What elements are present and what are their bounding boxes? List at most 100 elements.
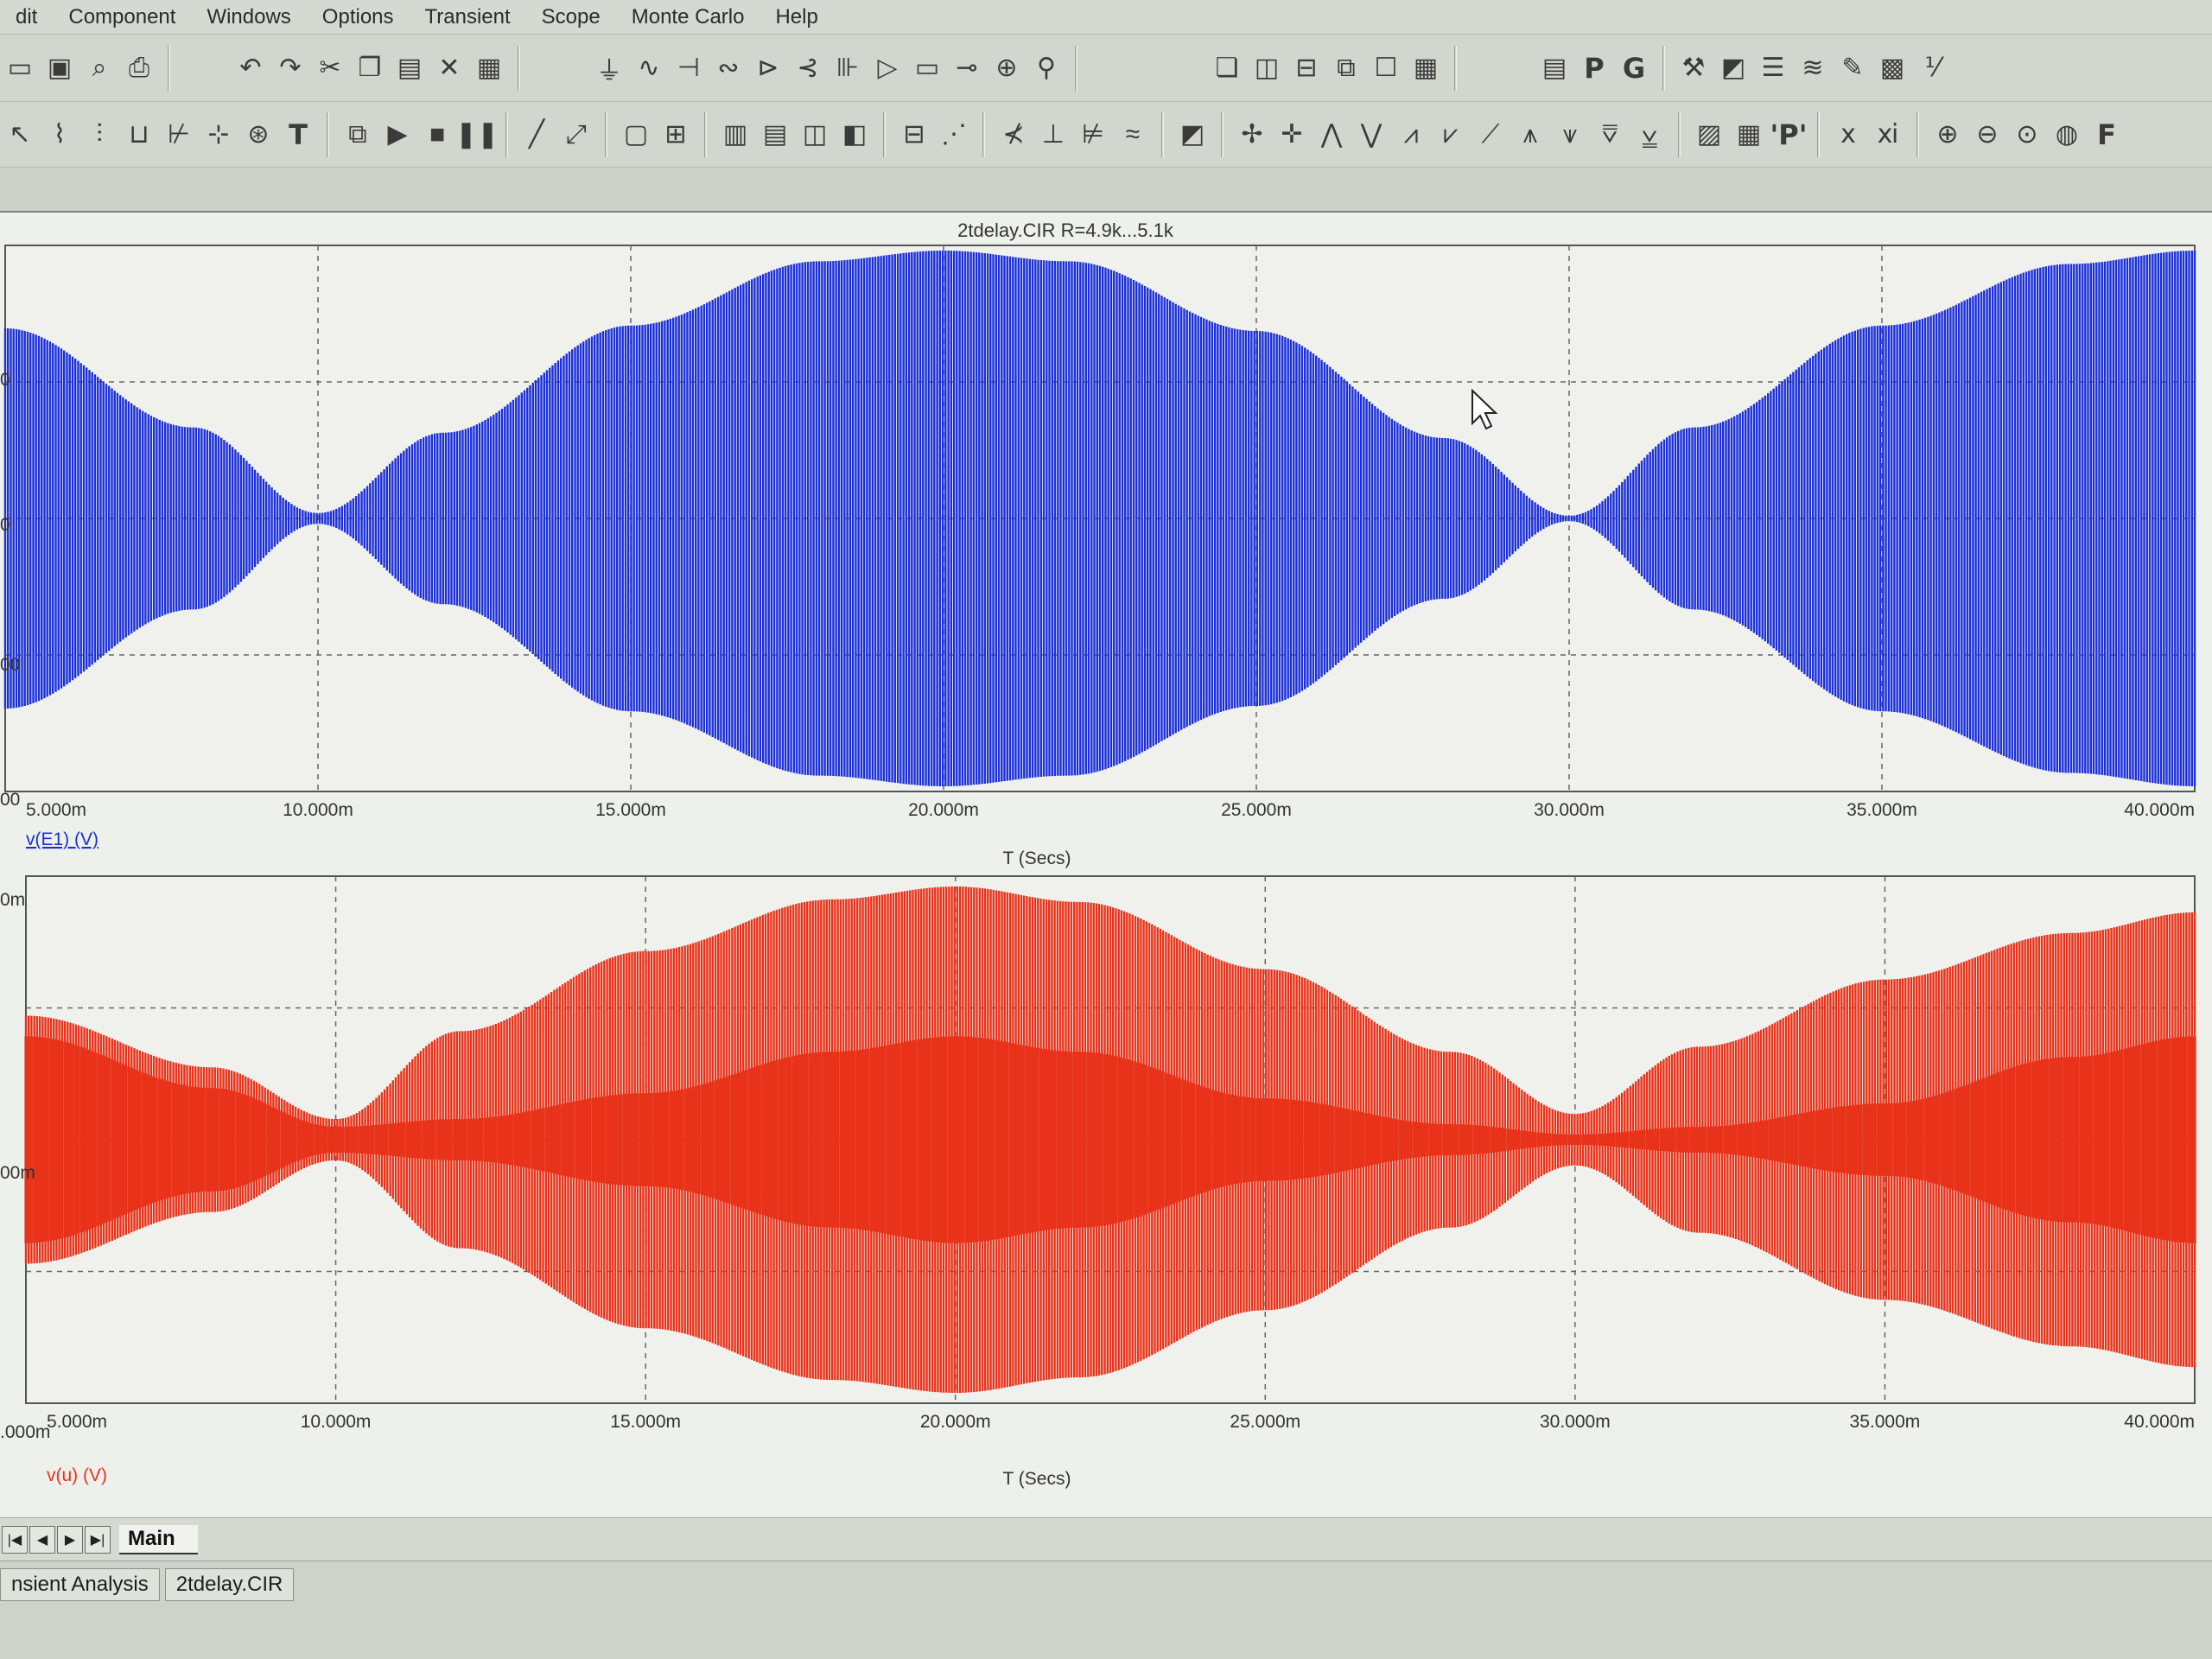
- opamp-icon[interactable]: ▷: [877, 54, 898, 82]
- menu-component[interactable]: Component: [68, 4, 176, 29]
- zoom-in-icon[interactable]: ⊕: [1936, 120, 1959, 149]
- down-arrow-icon[interactable]: ⩛: [1562, 119, 1578, 149]
- diagonal-line-icon[interactable]: ⤢: [566, 119, 587, 149]
- properties-icon[interactable]: ⧉: [348, 119, 367, 149]
- run-icon[interactable]: ▶: [387, 120, 408, 149]
- cascade-windows-icon[interactable]: ❏: [1215, 54, 1239, 82]
- menu-transient[interactable]: Transient: [424, 4, 511, 29]
- low-icon[interactable]: ≈: [1125, 119, 1141, 149]
- menu-monte-carlo[interactable]: Monte Carlo: [631, 4, 745, 29]
- probe-icon[interactable]: ⚲: [1037, 54, 1056, 82]
- window-icon[interactable]: ⧉: [1337, 53, 1356, 82]
- print-icon[interactable]: ⎙: [129, 53, 149, 82]
- high-icon[interactable]: ⊭: [1081, 120, 1105, 149]
- prev-sheet-button[interactable]: ◀: [29, 1525, 55, 1554]
- save-icon[interactable]: ▣: [47, 54, 73, 82]
- ground-icon[interactable]: ⏚: [596, 56, 622, 86]
- cursor-left-icon[interactable]: ✢: [1241, 120, 1263, 149]
- menu-help[interactable]: Help: [775, 4, 818, 29]
- valley-icon[interactable]: ⊥: [1041, 120, 1065, 149]
- select-arrow-icon[interactable]: ↖: [9, 120, 31, 149]
- inductor-icon[interactable]: ∾: [717, 54, 740, 82]
- tree-icon[interactable]: ⊹: [207, 120, 230, 149]
- node-icon[interactable]: ⊕: [995, 54, 1018, 82]
- copy-icon[interactable]: ❐: [358, 54, 382, 82]
- stop-icon[interactable]: ■: [429, 119, 446, 149]
- next-inflection-icon[interactable]: ⟋: [1481, 119, 1500, 149]
- paste-icon[interactable]: ▤: [397, 54, 423, 82]
- cursor-right-icon[interactable]: ✛: [1281, 120, 1303, 149]
- transistor-icon[interactable]: ⊰: [797, 54, 819, 82]
- inflection-icon[interactable]: ◩: [1179, 120, 1205, 149]
- menu-scope[interactable]: Scope: [541, 4, 601, 29]
- sensor-icon[interactable]: ▨: [1696, 120, 1722, 149]
- y-axis-label[interactable]: v(u) (V): [47, 1465, 107, 1485]
- curve-icon[interactable]: ⌇: [53, 120, 67, 149]
- tab-circuit-file[interactable]: 2tdelay.CIR: [164, 1568, 295, 1601]
- hist-icon[interactable]: ⫶: [96, 119, 103, 149]
- tile-horizontal-icon[interactable]: ⊟: [1295, 54, 1318, 82]
- step-icon[interactable]: ⊔: [129, 120, 149, 149]
- wire-icon[interactable]: ⊸: [956, 54, 978, 82]
- y-cursor-icon[interactable]: ⅺ: [1877, 120, 1899, 149]
- component-icon[interactable]: ▭: [914, 54, 940, 82]
- resistor-icon[interactable]: ∿: [638, 54, 660, 82]
- tree-icon[interactable]: ⊛: [247, 120, 270, 149]
- edit-tool-icon[interactable]: ⚒: [1681, 54, 1706, 82]
- axis-icon[interactable]: ⊟: [903, 120, 925, 149]
- minor-grid-icon[interactable]: ▤: [762, 120, 788, 149]
- window-icon[interactable]: ☐: [1374, 54, 1398, 82]
- sensor-icon[interactable]: ⩣: [1641, 119, 1658, 149]
- new-file-icon[interactable]: ▭: [7, 54, 33, 82]
- next-sheet-button[interactable]: ▶: [57, 1525, 83, 1554]
- bold-grid-icon[interactable]: ▥: [722, 120, 748, 149]
- scope-plot-area[interactable]: 2tdelay.CIR R=4.9k...5.1k 5.000m 10.000m 15…: [0, 213, 2212, 1517]
- scale-icon[interactable]: ⅟: [1924, 54, 1940, 82]
- tile-vertical-icon[interactable]: ◫: [1254, 54, 1280, 82]
- redo-icon[interactable]: ↷: [279, 54, 302, 82]
- first-sheet-button[interactable]: |◀: [2, 1525, 28, 1554]
- font-letter-icon[interactable]: F: [2097, 118, 2116, 151]
- stack-icon[interactable]: ☰: [1761, 54, 1785, 82]
- page-icon[interactable]: ▤: [1541, 54, 1567, 82]
- menu-options[interactable]: Options: [321, 4, 394, 29]
- delete-icon[interactable]: ✕: [438, 54, 461, 82]
- next-valley-icon[interactable]: ⋁: [1360, 120, 1382, 149]
- up-arrow-icon[interactable]: ⩚: [1522, 119, 1538, 149]
- print-preview-icon[interactable]: ⌕: [92, 53, 107, 82]
- undo-icon[interactable]: ↶: [239, 54, 262, 82]
- tab-transient-analysis[interactable]: nsient Analysis: [0, 1568, 160, 1601]
- horiz-grid-icon[interactable]: ◧: [842, 120, 868, 149]
- tab-main[interactable]: Main: [119, 1524, 198, 1554]
- box-icon[interactable]: ▢: [623, 120, 649, 149]
- plot-bottom[interactable]: 5.000m 10.000m 15.000m 20.000m 25.000m 30.000…: [0, 875, 2196, 1489]
- calculator-icon[interactable]: ▦: [1413, 54, 1439, 82]
- zoom-out-icon[interactable]: ⊖: [1976, 120, 1999, 149]
- next-low-icon[interactable]: ⩗: [1443, 119, 1459, 149]
- vert-grid-icon[interactable]: ◫: [802, 120, 828, 149]
- capacitor-icon[interactable]: ⊣: [677, 54, 701, 82]
- waveform-series-2[interactable]: [24, 1036, 2196, 1243]
- text-tool-icon[interactable]: T: [289, 118, 308, 151]
- waveform-series-1[interactable]: [3, 251, 2196, 786]
- peak-icon[interactable]: ⊀: [1002, 120, 1025, 149]
- wave-icon[interactable]: ≋: [1802, 54, 1824, 82]
- x-cursor-icon[interactable]: ⅹ: [1840, 120, 1856, 149]
- table-icon[interactable]: ▦: [1736, 120, 1762, 149]
- y-axis-label[interactable]: v(E1) (V): [26, 830, 99, 849]
- battery-icon[interactable]: ⊪: [836, 54, 860, 82]
- last-sheet-button[interactable]: ▶|: [85, 1525, 111, 1554]
- plot-properties-icon[interactable]: ▩: [1879, 54, 1905, 82]
- cut-icon[interactable]: ✂: [319, 54, 341, 82]
- next-high-icon[interactable]: ⩘: [1403, 119, 1419, 149]
- select-all-icon[interactable]: ▦: [476, 54, 502, 82]
- plot-top[interactable]: 2tdelay.CIR R=4.9k...5.1k 5.000m 10.000m 15…: [0, 219, 2196, 868]
- cursor-mode-icon[interactable]: ⋰: [941, 120, 967, 149]
- menu-edit[interactable]: dit: [16, 4, 38, 29]
- globe-icon[interactable]: ◍: [2055, 120, 2079, 149]
- pause-icon[interactable]: ❚❚: [454, 120, 499, 149]
- text-letter-p-icon[interactable]: P: [1584, 51, 1605, 85]
- text-letter-g-icon[interactable]: G: [1622, 51, 1646, 85]
- menu-windows[interactable]: Windows: [207, 4, 291, 29]
- probe-letter-icon[interactable]: 'P': [1770, 118, 1808, 151]
